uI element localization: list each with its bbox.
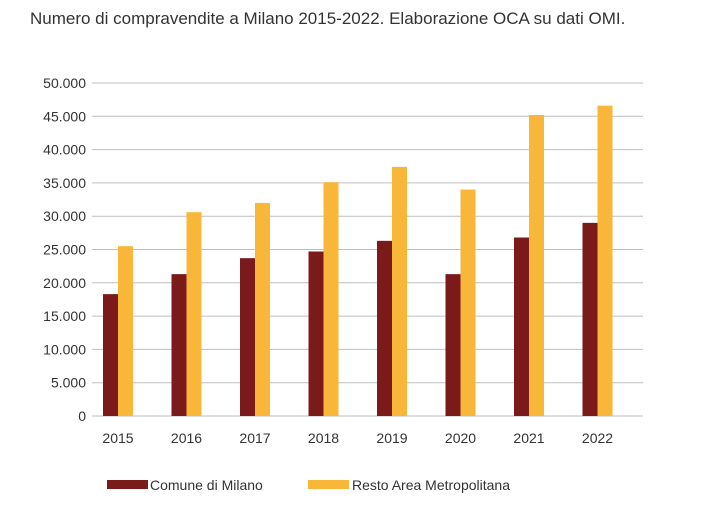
bar-resto-2016 — [186, 212, 202, 416]
bar-resto-2020 — [460, 189, 476, 416]
bar-resto-2021 — [529, 114, 544, 416]
bar-resto-2015 — [118, 246, 133, 416]
bar-comune-2021 — [514, 237, 529, 416]
x-tick-label: 2016 — [171, 430, 202, 446]
legend: Comune di Milano Resto Area Metropolitana — [107, 477, 510, 493]
y-tick-label: 25.000 — [43, 242, 86, 258]
y-tick-label: 0 — [78, 408, 86, 424]
gridlines — [92, 82, 643, 417]
x-tick-label: 2021 — [513, 430, 544, 446]
y-tick-label: 5.000 — [51, 375, 86, 391]
x-tick-label: 2022 — [582, 430, 613, 446]
y-tick-label: 15.000 — [43, 308, 86, 324]
bar-resto-2019 — [392, 166, 407, 416]
y-tick-label: 45.000 — [43, 108, 86, 124]
bar-comune-2017 — [240, 258, 255, 416]
bar-comune-2022 — [582, 222, 598, 416]
y-tick-label: 40.000 — [43, 142, 86, 158]
legend-label-resto: Resto Area Metropolitana — [352, 477, 510, 493]
bar-comune-2015 — [103, 294, 118, 416]
x-tick-label: 2017 — [239, 430, 270, 446]
y-tick-label: 50.000 — [43, 75, 86, 91]
x-tick-label: 2019 — [376, 430, 407, 446]
legend-label-comune: Comune di Milano — [150, 477, 263, 493]
y-axis-tick-labels: 0 5.000 10.000 15.000 20.000 25.000 30.000 35.0… — [43, 75, 86, 424]
chart-title: Numero di compravendite a Milano 2015-20… — [30, 9, 626, 28]
x-tick-label: 2015 — [102, 430, 133, 446]
bar-comune-2020 — [445, 274, 461, 416]
bar-comune-2016 — [171, 274, 187, 416]
bar-comune-2018 — [308, 251, 324, 416]
x-axis-tick-labels: 2015 2016 2017 2018 2019 2020 2021 2022 — [102, 430, 613, 446]
y-tick-label: 30.000 — [43, 208, 86, 224]
bar-resto-2022 — [597, 105, 613, 417]
legend-swatch-resto — [308, 480, 349, 489]
y-tick-label: 20.000 — [43, 275, 86, 291]
x-tick-label: 2018 — [308, 430, 339, 446]
bar-resto-2017 — [255, 202, 270, 416]
y-tick-label: 35.000 — [43, 175, 86, 191]
y-tick-label: 10.000 — [43, 341, 86, 357]
bar-resto-2018 — [323, 182, 339, 416]
x-tick-label: 2020 — [445, 430, 476, 446]
legend-swatch-comune — [107, 480, 148, 489]
bar-comune-2019 — [377, 240, 392, 416]
bars — [103, 105, 613, 417]
